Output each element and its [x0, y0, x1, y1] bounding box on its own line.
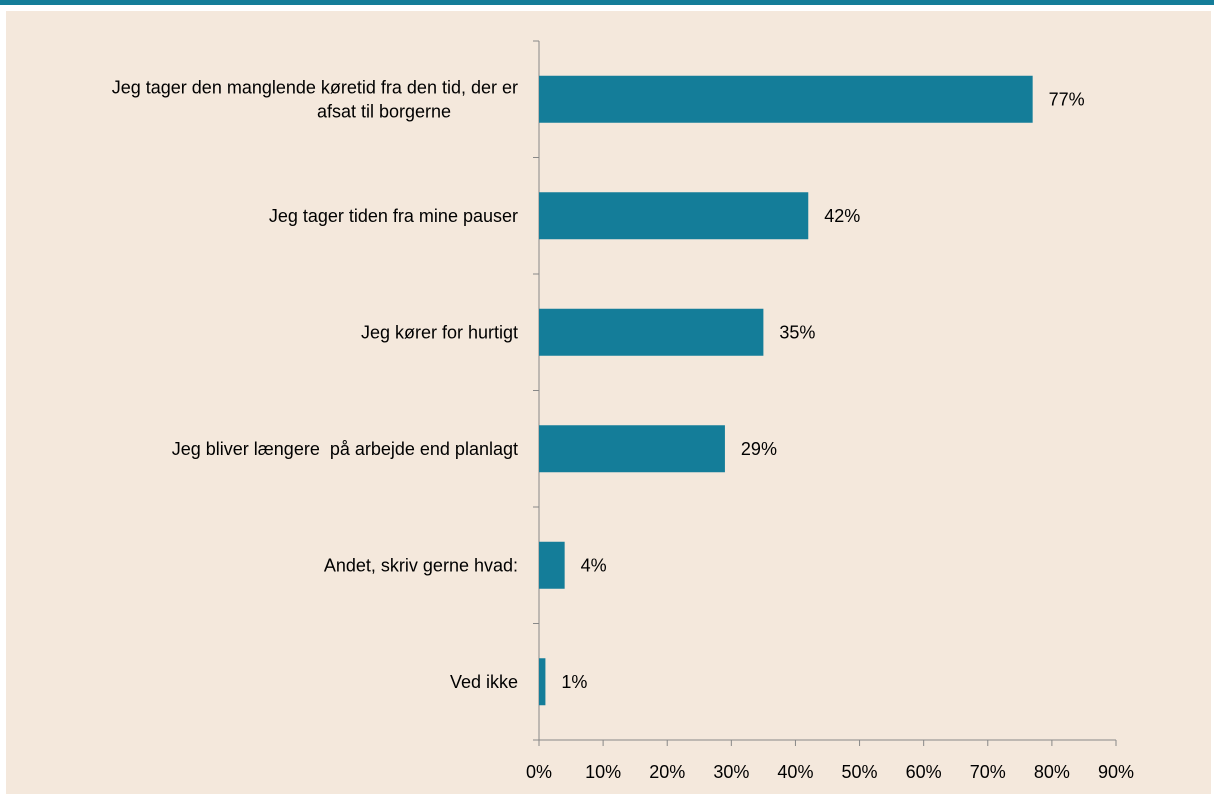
category-label: Ved ikke [450, 672, 518, 692]
value-label: 42% [824, 206, 860, 226]
x-tick-label: 60% [906, 762, 942, 782]
chart-panel [6, 11, 1211, 794]
bar [539, 75, 1033, 123]
x-tick-label: 50% [842, 762, 878, 782]
top-accent-bar [0, 0, 1214, 5]
x-tick-label: 40% [777, 762, 813, 782]
x-tick-label: 80% [1034, 762, 1070, 782]
category-label: afsat til borgerne [317, 101, 451, 121]
value-label: 77% [1049, 89, 1085, 109]
value-label: 1% [561, 672, 587, 692]
bar [539, 308, 764, 356]
value-label: 4% [581, 555, 607, 575]
bar [539, 192, 809, 240]
x-tick-label: 70% [970, 762, 1006, 782]
bar [539, 658, 546, 706]
category-label: Jeg tager tiden fra mine pauser [269, 206, 518, 226]
value-label: 29% [741, 439, 777, 459]
x-tick-label: 20% [649, 762, 685, 782]
value-label: 35% [779, 322, 815, 342]
category-label: Jeg tager den manglende køretid fra den … [112, 77, 518, 97]
x-tick-label: 0% [526, 762, 552, 782]
x-tick-label: 30% [713, 762, 749, 782]
x-tick-label: 90% [1098, 762, 1134, 782]
category-label: Andet, skriv gerne hvad: [324, 555, 518, 575]
bar [539, 425, 725, 473]
x-tick-label: 10% [585, 762, 621, 782]
bar [539, 541, 565, 589]
category-label: Jeg kører for hurtigt [361, 322, 518, 342]
category-label: Jeg bliver længere på arbejde end planla… [172, 439, 518, 459]
